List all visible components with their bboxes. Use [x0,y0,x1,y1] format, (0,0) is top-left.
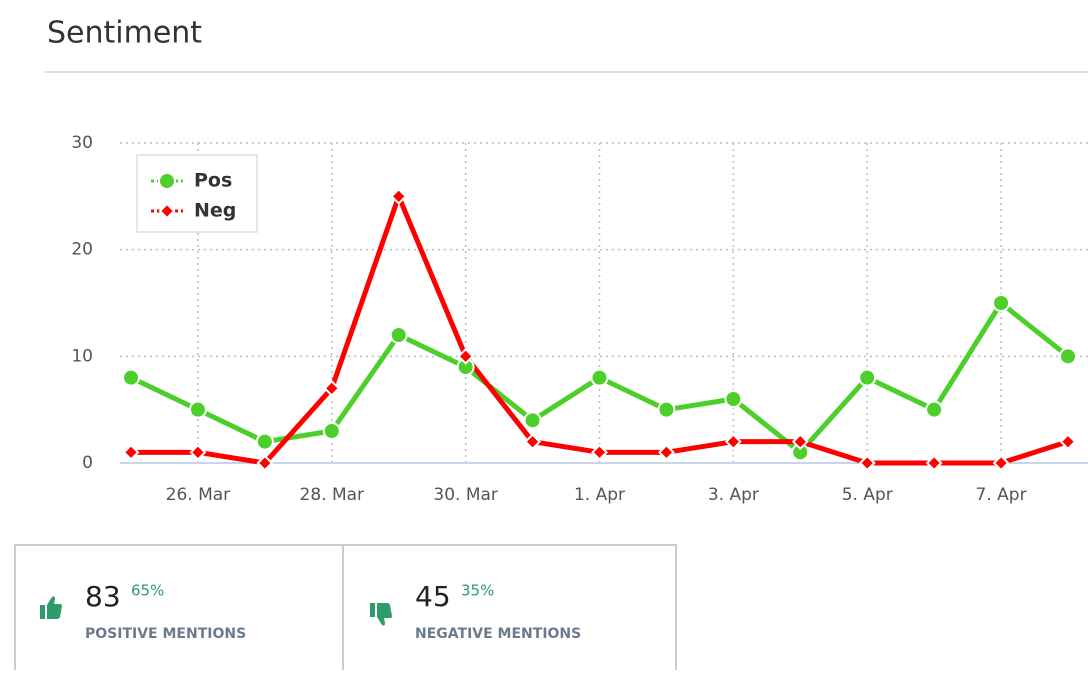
stat-card [342,544,677,674]
chart: 0 10 20 30 26. Mar 28. Mar 30. Mar 1. Apr 3. Apr… [71,133,1088,505]
marker [158,172,176,190]
stat-label: NEGATIVE MENTIONS [415,626,581,642]
marker [724,390,743,408]
marker [390,187,408,205]
marker [256,454,274,472]
stat-card [14,544,344,674]
marker [1059,347,1077,366]
legend-box [136,154,258,233]
marker [523,411,542,430]
x-tick-label: 28. Mar [300,485,365,505]
section-title: Sentiment [47,16,202,51]
marker [925,454,943,472]
legend-label: Pos [194,170,232,192]
marker [1059,433,1077,451]
marker [122,368,140,387]
marker [992,454,1010,472]
y-tick-label: 10 [71,346,93,366]
marker [323,379,341,397]
marker [255,432,274,451]
x-tick-label: 30. Mar [433,485,498,505]
stat-percent: 35% [461,582,494,600]
legend-label: Neg [194,200,236,222]
marker [158,202,176,220]
marker [992,294,1011,312]
marker [658,443,675,461]
marker [457,347,475,365]
marker [791,433,809,451]
y-tick-label: 0 [82,453,93,473]
marker [322,422,341,440]
marker [189,443,207,461]
stat-percent: 65% [131,582,164,600]
thumbs-down-icon [370,603,392,626]
x-tick-label: 7. Apr [976,485,1027,505]
y-tick-label: 20 [71,240,93,260]
marker [858,454,876,472]
x-tick-label: 26. Mar [166,485,231,505]
x-tick-label: 3. Apr [708,485,759,505]
y-tick-label: 30 [71,133,93,153]
stat-count: 83 [85,580,121,613]
marker [858,368,877,387]
marker [925,400,944,419]
marker [724,433,742,451]
marker [590,368,609,387]
stat-label: POSITIVE MENTIONS [85,626,246,642]
marker [591,443,608,461]
marker [389,326,408,344]
marker [657,400,676,419]
x-tick-label: 1. Apr [574,485,625,505]
x-tick-label: 5. Apr [842,485,893,505]
marker [524,433,541,451]
marker [122,443,140,461]
marker [188,400,207,419]
stat-count: 45 [415,580,451,613]
thumbs-up-icon [40,596,62,619]
